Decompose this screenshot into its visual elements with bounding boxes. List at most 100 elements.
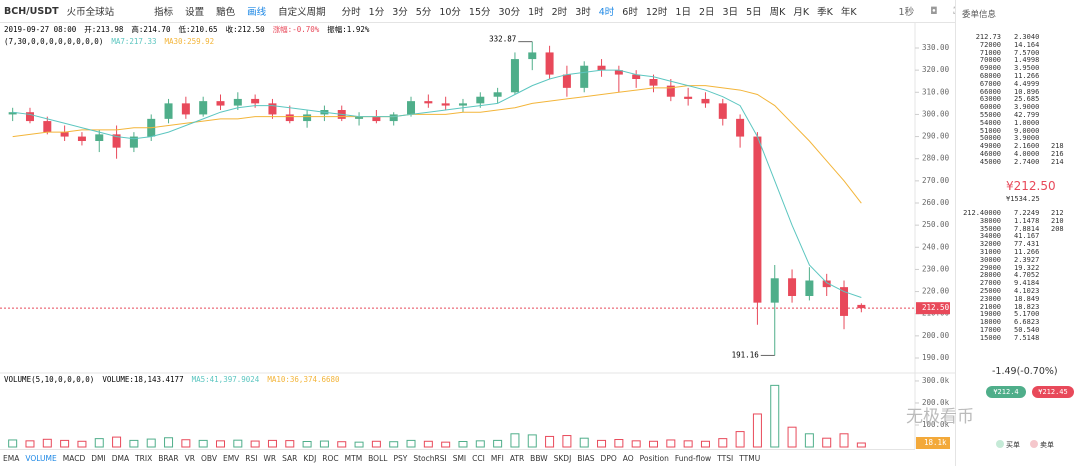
indicator-tab[interactable]: KDJ — [303, 454, 317, 463]
period[interactable]: 4时 — [598, 7, 615, 18]
period[interactable]: 月K — [793, 7, 810, 18]
indicator-tab[interactable]: BIAS — [577, 454, 595, 463]
candle-body — [822, 280, 831, 288]
indicator-tab[interactable]: VOLUME — [25, 454, 57, 463]
book-price: 15000 — [979, 333, 1001, 342]
period[interactable]: 3时 — [575, 7, 591, 18]
volume-bar: VOLUME(5,10,0,0,0,0) VOLUME:18,143.4177 MA… — [4, 375, 340, 384]
period[interactable]: 1分 — [368, 7, 385, 18]
indicator-tabs: EMA VOLUME MACD DMI DMA TRIX BRAR VR OBV EMV RSI WR… — [0, 449, 915, 467]
indicator-tab[interactable]: AO — [622, 454, 634, 463]
tool[interactable]: 画线 — [247, 7, 267, 18]
book-amount: 2.7400 — [1014, 157, 1040, 166]
indicator-tab[interactable]: DMA — [111, 454, 130, 463]
candle-body — [216, 101, 225, 106]
book-amount: 4.7052 — [1014, 271, 1040, 280]
refresh[interactable]: 1秒 — [898, 7, 915, 18]
book-depth: 212 — [1051, 209, 1064, 217]
indicator-tab[interactable]: CCI — [472, 454, 485, 463]
tool[interactable]: 自定义周期 — [278, 7, 326, 18]
volume-bar — [735, 431, 745, 448]
indicator-tab[interactable]: SKDJ — [553, 454, 572, 463]
buy-button[interactable]: ¥212.4 — [986, 386, 1026, 398]
indicator-tab[interactable]: SMI — [452, 454, 467, 463]
period[interactable]: 1时 — [528, 7, 544, 18]
book-amount: 14.164 — [1014, 40, 1040, 49]
volume-bar — [510, 433, 520, 448]
info-item: 收:212.50 — [226, 24, 266, 34]
period[interactable]: 5日 — [746, 7, 762, 18]
period[interactable]: 周K — [769, 7, 786, 18]
period[interactable]: 10分 — [439, 7, 461, 18]
book-amount: 50.540 — [1014, 326, 1040, 334]
period[interactable]: 5分 — [415, 7, 432, 18]
indicator-tab[interactable]: MACD — [62, 454, 86, 463]
period[interactable]: 3分 — [392, 7, 408, 18]
indicator-tab[interactable]: TTSI — [717, 454, 734, 463]
book-price: 60000 — [979, 103, 1001, 112]
indicator-tab[interactable]: TRIX — [135, 454, 153, 463]
period[interactable]: 2日 — [698, 7, 715, 18]
candle-body — [857, 304, 866, 309]
indicator-tab[interactable]: MTM — [344, 454, 363, 463]
fullscreen-icon[interactable]: ⛶ — [954, 6, 955, 17]
book-price: 212.73 — [975, 33, 1001, 41]
tool[interactable]: 黯色 — [216, 7, 236, 18]
book-price: 46000 — [979, 150, 1001, 158]
indicator-tab[interactable]: EMV — [222, 454, 240, 463]
tool[interactable]: 指标 — [154, 7, 174, 18]
indicator-tab[interactable]: ATR — [509, 454, 525, 463]
indicator-tab[interactable]: BBW — [530, 454, 548, 463]
candle-body — [251, 98, 260, 104]
v-tick-label: 200.0k — [922, 398, 950, 407]
info-item: MA10:36,374.6680 — [267, 375, 340, 384]
book-price: 45000 — [979, 157, 1001, 166]
volume-bar — [649, 440, 658, 448]
period[interactable]: 12时 — [645, 7, 668, 18]
volume-bar — [770, 384, 780, 448]
indicator-tab[interactable]: SAR — [282, 454, 298, 463]
y-tick-label: 230.00 — [922, 264, 950, 273]
indicator-tab[interactable]: OBV — [201, 454, 217, 463]
volume-bar — [25, 440, 35, 448]
camera-icon[interactable]: ◘ — [930, 5, 938, 17]
book-amount: 10.896 — [1014, 87, 1040, 96]
indicator-tab[interactable]: PSY — [393, 454, 408, 463]
period[interactable]: 1日 — [675, 7, 691, 18]
candle-body — [614, 70, 623, 75]
y-tick-label: 320.00 — [922, 65, 950, 74]
indicator-tab[interactable]: Position — [639, 454, 669, 463]
volume-bar — [302, 440, 312, 448]
volume-bar — [164, 437, 174, 448]
period[interactable]: 分时 — [341, 7, 361, 18]
indicator-tab[interactable]: TTMU — [739, 454, 761, 463]
indicator-tab[interactable]: MFI — [490, 454, 504, 463]
period[interactable]: 6时 — [622, 7, 638, 18]
book-price: 68000 — [979, 72, 1001, 80]
period[interactable]: 季K — [817, 7, 833, 18]
indicator-tab[interactable]: WR — [263, 454, 277, 463]
buy-legend-dot — [996, 440, 1004, 448]
indicator-tab[interactable]: BRAR — [158, 454, 179, 463]
period[interactable]: 年K — [840, 7, 857, 18]
tool[interactable]: 设置 — [185, 7, 205, 18]
indicator-tab[interactable]: VR — [184, 454, 195, 463]
volume-bar — [666, 439, 676, 448]
indicator-tab[interactable]: DMI — [91, 454, 106, 463]
indicator-tab[interactable]: DPO — [600, 454, 617, 463]
sell-button[interactable]: ¥212.45 — [1032, 386, 1074, 398]
order-book: 委单信息 ¥212.50 ¥1534.25 -1.49(-0.70%) ¥212… — [906, 0, 1080, 466]
book-price: 35000 — [979, 224, 1001, 233]
volume-bar — [42, 438, 52, 448]
period[interactable]: 15分 — [468, 7, 491, 18]
indicator-tab[interactable]: ROC — [322, 454, 339, 463]
indicator-tab[interactable]: Fund-flow — [674, 454, 712, 463]
period[interactable]: 3日 — [722, 7, 739, 18]
indicator-tab[interactable]: StochRSI — [413, 454, 447, 463]
indicator-tab[interactable]: EMA — [3, 454, 20, 463]
period[interactable]: 30分 — [498, 7, 521, 18]
indicator-tab[interactable]: BOLL — [368, 454, 388, 463]
period[interactable]: 2时 — [551, 7, 568, 18]
indicator-tab[interactable]: RSI — [245, 454, 258, 463]
